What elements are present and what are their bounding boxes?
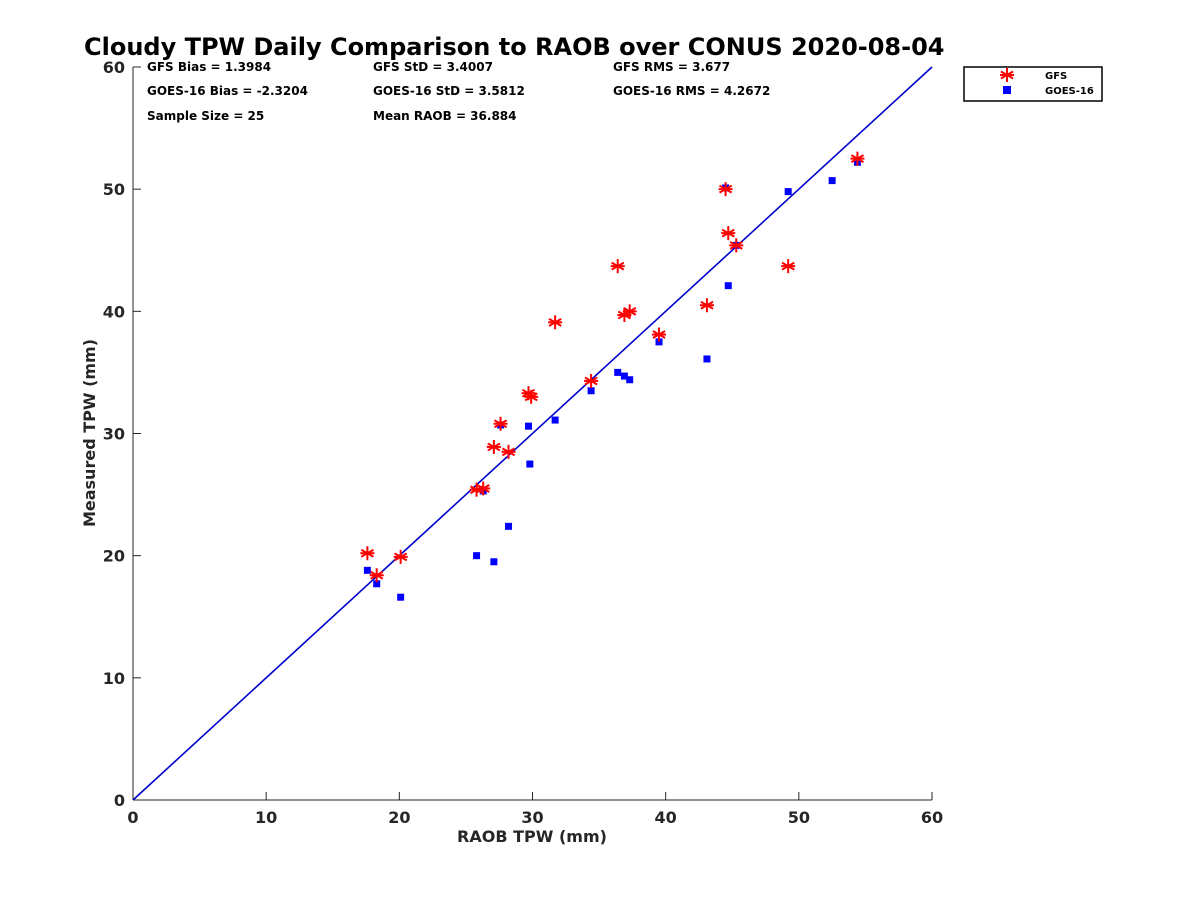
goes16-point bbox=[828, 177, 836, 185]
legend-gfs-marker bbox=[1000, 68, 1014, 82]
goes16-point bbox=[473, 552, 481, 560]
gfs-point bbox=[393, 549, 408, 564]
goes16-point bbox=[505, 522, 513, 530]
chart-title: Cloudy TPW Daily Comparison to RAOB over… bbox=[84, 33, 944, 61]
goes16-point bbox=[397, 593, 405, 601]
gfs-point bbox=[524, 389, 539, 404]
goes16-point bbox=[587, 387, 595, 395]
stats-block: GFS Bias = 1.3984 GOES-16 Bias = -2.3204… bbox=[147, 60, 770, 123]
goes16-point bbox=[490, 558, 498, 566]
stat-mean-raob: Mean RAOB = 36.884 bbox=[373, 109, 517, 123]
y-tick-label: 20 bbox=[103, 547, 125, 566]
gfs-point bbox=[584, 373, 599, 388]
gfs-point bbox=[360, 546, 375, 561]
goes16-point bbox=[551, 416, 559, 424]
goes16-point bbox=[655, 338, 663, 346]
gfs-point bbox=[493, 416, 508, 431]
legend-goes16-marker bbox=[1003, 86, 1011, 94]
stat-gfs-rms: GFS RMS = 3.677 bbox=[613, 60, 730, 74]
gfs-point bbox=[699, 298, 714, 313]
gfs-point bbox=[781, 259, 796, 274]
goes16-point bbox=[526, 460, 534, 468]
goes16-point bbox=[614, 368, 622, 376]
stat-goes-rms: GOES-16 RMS = 4.2672 bbox=[613, 84, 770, 98]
x-tick-label: 30 bbox=[521, 808, 543, 827]
one-to-one-line-group bbox=[132, 66, 933, 801]
gfs-point bbox=[729, 238, 744, 253]
y-axis-label: Measured TPW (mm) bbox=[80, 339, 99, 527]
y-ticks: 0 10 20 30 40 50 60 bbox=[103, 58, 141, 810]
gfs-point bbox=[610, 259, 625, 274]
one-to-one-line bbox=[132, 66, 933, 801]
gfs-point bbox=[652, 327, 667, 342]
legend-gfs-asterisk bbox=[1000, 68, 1014, 82]
gfs-point bbox=[369, 568, 384, 583]
goes16-point bbox=[373, 580, 381, 588]
x-tick-label: 20 bbox=[388, 808, 410, 827]
gfs-point bbox=[718, 182, 733, 197]
legend-goes16-label: GOES-16 bbox=[1045, 86, 1094, 97]
gfs-point bbox=[501, 444, 516, 459]
goes16-point bbox=[784, 188, 792, 196]
x-tick-label: 60 bbox=[921, 808, 943, 827]
goes16-point bbox=[620, 372, 628, 380]
x-ticks: 0 10 20 30 40 50 60 bbox=[127, 792, 943, 827]
goes16-point bbox=[626, 376, 634, 384]
gfs-point bbox=[721, 226, 736, 241]
gfs-points bbox=[360, 151, 865, 583]
gfs-point bbox=[548, 315, 563, 330]
goes16-point bbox=[525, 422, 533, 430]
goes16-point bbox=[363, 566, 371, 574]
y-tick-label: 40 bbox=[103, 302, 125, 321]
legend-box bbox=[963, 66, 1103, 102]
y-tick-label: 60 bbox=[103, 58, 125, 77]
legend: GFS GOES-16 bbox=[963, 66, 1103, 102]
x-tick-label: 50 bbox=[788, 808, 810, 827]
gfs-point bbox=[486, 439, 501, 454]
x-tick-label: 40 bbox=[655, 808, 677, 827]
gfs-point bbox=[476, 481, 491, 496]
y-tick-label: 0 bbox=[114, 791, 125, 810]
x-axis-label: RAOB TPW (mm) bbox=[457, 827, 607, 846]
stat-goes-std: GOES-16 StD = 3.5812 bbox=[373, 84, 525, 98]
gfs-point bbox=[622, 304, 637, 319]
stat-goes-bias: GOES-16 Bias = -2.3204 bbox=[147, 84, 308, 98]
goes16-point bbox=[703, 355, 711, 363]
stat-sample-size: Sample Size = 25 bbox=[147, 109, 264, 123]
x-tick-label: 0 bbox=[127, 808, 138, 827]
stat-gfs-bias: GFS Bias = 1.3984 bbox=[147, 60, 271, 74]
legend-gfs-label: GFS bbox=[1045, 71, 1067, 82]
stat-gfs-std: GFS StD = 3.4007 bbox=[373, 60, 493, 74]
y-tick-label: 50 bbox=[103, 180, 125, 199]
gfs-point bbox=[850, 151, 865, 166]
goes16-point bbox=[724, 282, 732, 290]
y-tick-label: 10 bbox=[103, 669, 125, 688]
x-tick-label: 10 bbox=[255, 808, 277, 827]
y-tick-label: 30 bbox=[103, 425, 125, 444]
goes16-points bbox=[363, 158, 861, 601]
